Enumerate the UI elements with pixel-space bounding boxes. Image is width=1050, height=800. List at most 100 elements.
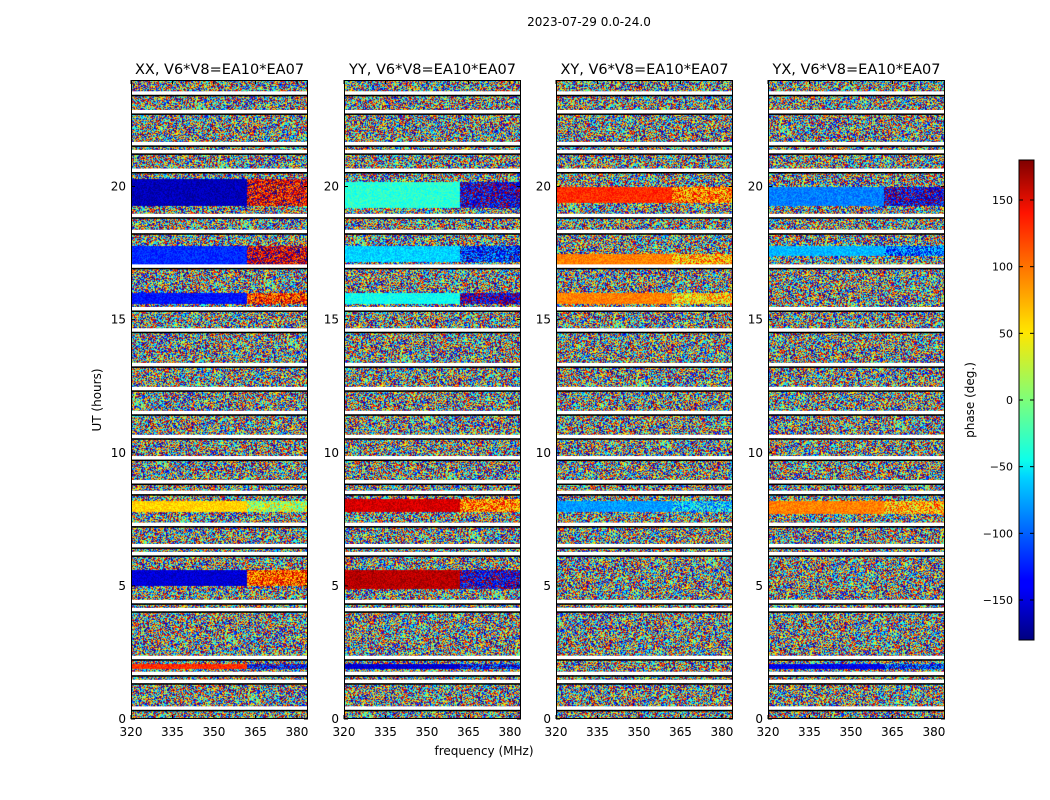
colorbar: 150 100 50 0 −50 −100 −150 phase (deg.) bbox=[963, 159, 1035, 641]
flagged-row-edge bbox=[344, 675, 521, 677]
flagged-row bbox=[768, 456, 945, 460]
flagged-row-edge bbox=[131, 603, 308, 605]
phase-image bbox=[344, 80, 521, 719]
flagged-row-edge bbox=[344, 267, 521, 270]
x-tick-label: 365 bbox=[669, 725, 692, 739]
flagged-row-edge bbox=[344, 172, 521, 174]
flagged-row-edge bbox=[556, 414, 733, 416]
flagged-row-edge bbox=[556, 331, 733, 334]
x-axis-label: frequency (MHz) bbox=[434, 744, 533, 758]
flagged-row-edge bbox=[556, 555, 733, 557]
flagged-row bbox=[344, 149, 521, 154]
flagged-row-edge bbox=[556, 233, 733, 235]
flagged-row bbox=[768, 490, 945, 495]
colorbar-tick-label: 150 bbox=[992, 194, 1013, 207]
flagged-row-edge bbox=[131, 267, 308, 270]
flagged-row-edge bbox=[344, 494, 521, 496]
flagged-row bbox=[768, 328, 945, 332]
flagged-row-edge bbox=[556, 172, 733, 174]
flagged-row bbox=[131, 386, 308, 391]
panel-4: YX, V6*V8=EA10*EA07 320 335 350 365 380 0 5 10 15… bbox=[748, 62, 946, 739]
y-tick-label: 5 bbox=[331, 579, 339, 593]
flagged-row bbox=[768, 671, 945, 676]
flagged-row-edge bbox=[768, 483, 945, 486]
flagged-row bbox=[131, 607, 308, 612]
flagged-row-edge bbox=[344, 331, 521, 334]
flagged-row bbox=[768, 306, 945, 311]
flagged-row bbox=[131, 679, 308, 684]
flagged-row bbox=[344, 434, 521, 439]
flagged-row bbox=[556, 671, 733, 676]
flagged-row bbox=[131, 91, 308, 95]
flagged-row bbox=[768, 362, 945, 367]
x-tick-label: 335 bbox=[586, 725, 609, 739]
flagged-row bbox=[344, 229, 521, 234]
x-tick-label: 380 bbox=[710, 725, 733, 739]
flagged-row bbox=[131, 522, 308, 527]
flagged-row bbox=[556, 551, 733, 556]
flagged-row-edge bbox=[556, 153, 733, 155]
y-tick-label: 10 bbox=[748, 446, 763, 460]
y-tick-label: 5 bbox=[118, 579, 126, 593]
flagged-row bbox=[131, 168, 308, 173]
flagged-row bbox=[344, 679, 521, 684]
y-tick-label: 15 bbox=[324, 313, 339, 327]
flagged-row-edge bbox=[768, 267, 945, 270]
colorbar-ticks: 150 100 50 0 −50 −100 −150 bbox=[983, 194, 1034, 607]
flagged-row-edge bbox=[131, 145, 308, 147]
flagged-row bbox=[344, 706, 521, 710]
colorbar-tick-label: 50 bbox=[999, 327, 1013, 340]
flagged-row bbox=[556, 522, 733, 527]
flagged-row bbox=[344, 362, 521, 367]
y-tick-label: 20 bbox=[536, 180, 551, 194]
panel-title: XX, V6*V8=EA10*EA07 bbox=[135, 62, 304, 78]
y-tick-label: 15 bbox=[111, 313, 126, 327]
flagged-row-edge bbox=[556, 390, 733, 392]
flagged-row-edge bbox=[131, 217, 308, 219]
flagged-row bbox=[768, 386, 945, 391]
flagged-row bbox=[131, 213, 308, 218]
flagged-row-edge bbox=[556, 459, 733, 462]
panel-3: XY, V6*V8=EA10*EA07 320 335 350 365 380 0 5 10 15… bbox=[536, 62, 734, 739]
flagged-row-edge bbox=[768, 233, 945, 235]
flagged-row-edge bbox=[344, 603, 521, 605]
flagged-row bbox=[131, 551, 308, 556]
flagged-row-edge bbox=[768, 145, 945, 147]
axes-frame bbox=[344, 80, 521, 719]
flagged-row bbox=[768, 599, 945, 604]
flagged-row bbox=[344, 655, 521, 660]
flagged-row-edge bbox=[344, 217, 521, 219]
axes-frame bbox=[131, 80, 308, 719]
flagged-row bbox=[556, 168, 733, 173]
flagged-row bbox=[344, 480, 521, 484]
flagged-row-edge bbox=[556, 217, 733, 219]
flagged-row-edge bbox=[556, 547, 733, 549]
flagged-row-edge bbox=[768, 709, 945, 712]
colorbar-label: phase (deg.) bbox=[963, 362, 977, 438]
flagged-row bbox=[768, 434, 945, 439]
flagged-row-edge bbox=[344, 611, 521, 613]
flagged-row-edge bbox=[768, 683, 945, 685]
flagged-row-edge bbox=[131, 438, 308, 440]
flagged-row bbox=[556, 213, 733, 218]
flagged-row-edge bbox=[344, 547, 521, 549]
flagged-row-edge bbox=[768, 459, 945, 462]
flagged-row bbox=[556, 490, 733, 495]
flagged-row-edge bbox=[556, 603, 733, 605]
flagged-row-edge bbox=[768, 675, 945, 677]
flagged-row-edge bbox=[768, 603, 945, 605]
flagged-row bbox=[556, 109, 733, 114]
flagged-row-edge bbox=[556, 659, 733, 661]
flagged-row-edge bbox=[556, 483, 733, 486]
flagged-row-edge bbox=[556, 310, 733, 312]
figure-title: 2023-07-29 0.0-24.0 bbox=[527, 15, 651, 29]
axes-frame bbox=[768, 80, 945, 719]
flagged-row bbox=[556, 264, 733, 268]
flagged-row-edge bbox=[768, 555, 945, 557]
flagged-row-edge bbox=[131, 310, 308, 312]
flagged-row bbox=[768, 480, 945, 484]
flagged-row bbox=[344, 264, 521, 268]
x-tick-label: 380 bbox=[285, 725, 308, 739]
y-tick-label: 0 bbox=[118, 712, 126, 726]
y-tick-label: 20 bbox=[748, 180, 763, 194]
